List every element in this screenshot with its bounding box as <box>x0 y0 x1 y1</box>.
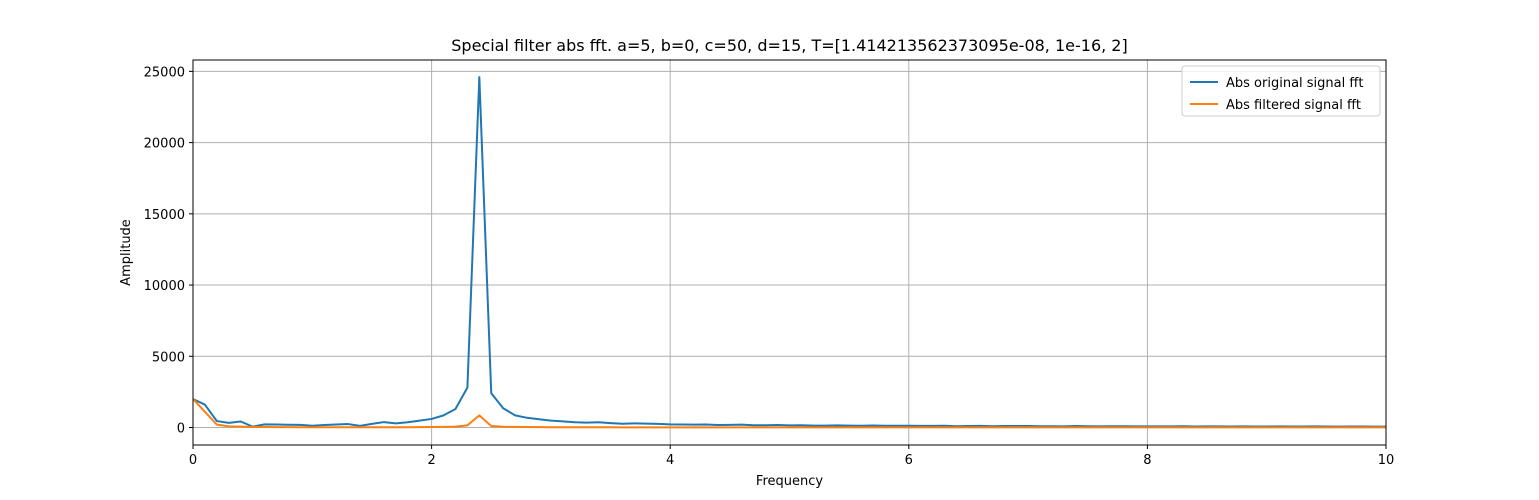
x-axis-label: Frequency <box>756 474 823 489</box>
y-tick-label: 25000 <box>144 65 185 80</box>
x-tick-label: 10 <box>1378 453 1395 468</box>
x-tick-label: 4 <box>666 453 674 468</box>
series-line-original <box>192 76 1386 428</box>
chart-title: Special filter abs fft. a=5, b=0, c=50, … <box>451 36 1127 55</box>
legend: Abs original signal fft Abs filtered sig… <box>1181 65 1381 117</box>
y-tick-label: 15000 <box>144 208 185 223</box>
plot-frame <box>192 59 1387 446</box>
y-tick-label: 5000 <box>152 350 185 365</box>
y-tick-label: 10000 <box>144 279 185 294</box>
series-layer <box>192 76 1386 429</box>
legend-box <box>1181 65 1381 117</box>
y-tick-label: 0 <box>177 421 185 436</box>
legend-label-original: Abs original signal fft <box>1226 76 1363 91</box>
x-tick-label: 0 <box>189 453 197 468</box>
legend-label-filtered: Abs filtered signal fft <box>1226 98 1361 113</box>
series-line-filtered <box>192 398 1386 429</box>
tick-layer: 0 2 4 6 8 10 0 5000 10000 15000 20000 25000 <box>144 65 1395 468</box>
y-axis-label: Amplitude <box>119 219 134 286</box>
grid-layer <box>192 60 1387 445</box>
x-tick-label: 8 <box>1143 453 1151 468</box>
x-tick-label: 2 <box>427 453 435 468</box>
x-tick-label: 6 <box>905 453 913 468</box>
y-tick-label: 20000 <box>144 137 185 152</box>
